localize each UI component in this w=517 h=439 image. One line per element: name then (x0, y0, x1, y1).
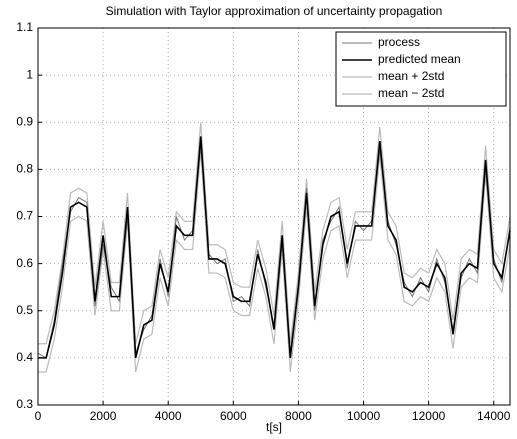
y-tick-label: 0.4 (16, 350, 33, 364)
legend-label: mean + 2std (378, 69, 444, 83)
series-line (38, 122, 511, 345)
y-tick-label: 0.8 (16, 162, 33, 176)
x-tick-label: 4000 (155, 409, 182, 423)
legend-label: process (378, 35, 420, 49)
y-tick-label: 0.7 (16, 209, 33, 223)
x-tick-label: 10000 (347, 409, 381, 423)
y-tick-label: 0.9 (16, 114, 33, 128)
series-line (38, 150, 511, 373)
legend-label: mean − 2std (378, 86, 444, 100)
y-tick-label: 0.3 (16, 397, 33, 411)
x-tick-label: 2000 (90, 409, 117, 423)
y-tick-label: 1 (26, 67, 33, 81)
x-tick-label: 8000 (285, 409, 312, 423)
x-tick-label: 12000 (412, 409, 446, 423)
plot-frame (37, 27, 511, 406)
chart-title: Simulation with Taylor approximation of … (106, 4, 443, 18)
y-tick-label: 0.6 (16, 256, 33, 270)
y-tick-label: 0.5 (16, 303, 33, 317)
series-line (38, 136, 511, 359)
x-tick-label: 0 (35, 409, 42, 423)
y-tick-label: 1.1 (16, 20, 33, 34)
x-tick-label: 6000 (220, 409, 247, 423)
legend-label: predicted mean (378, 52, 461, 66)
x-axis-label: t[s] (266, 420, 282, 434)
x-tick-label: 14000 (477, 409, 511, 423)
